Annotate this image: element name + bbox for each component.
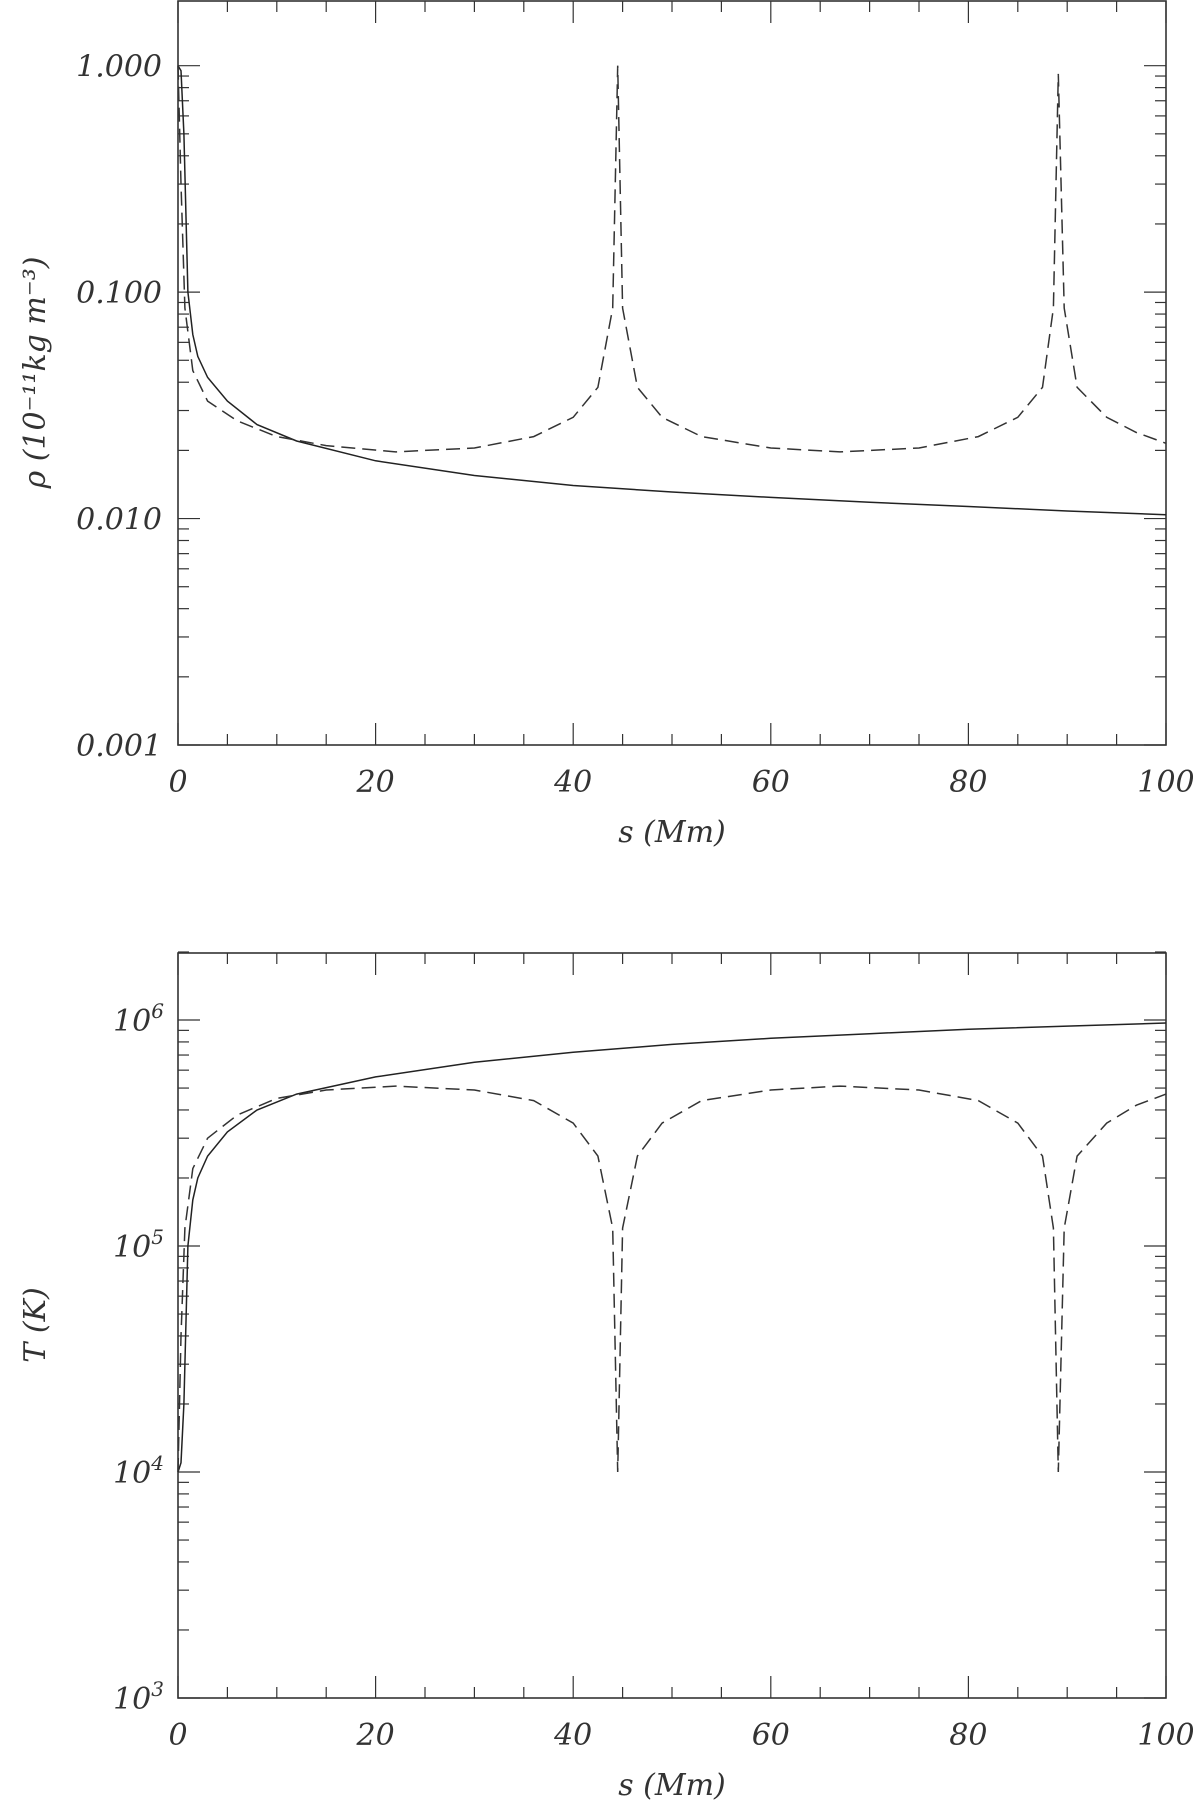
y-axis-label: T (K): [18, 1287, 53, 1362]
x-axis-label: s (Mm): [618, 815, 726, 850]
x-tick-label: 80: [949, 765, 987, 800]
y-tick-label: 106: [113, 999, 164, 1039]
y-tick-base: 10: [113, 1230, 151, 1265]
plot-frame: [177, 0, 1167, 746]
y-tick-base: 0.010: [76, 503, 162, 538]
y-tick-label: 104: [113, 1451, 164, 1491]
y-tick-base: 1.000: [76, 50, 162, 85]
x-tick-label: 60: [752, 765, 790, 800]
density-panel: 0 20 40 60 80 100 0.001 0.010 0.100 1.000 s (Mm) ρ …: [18, 0, 1195, 850]
y-tick-exponent: 4: [150, 1451, 164, 1475]
x-tick-label: 60: [752, 1718, 790, 1753]
x-tick-label: 100: [1137, 1718, 1194, 1753]
x-tick-label: 80: [949, 1718, 987, 1753]
plot-frame: [177, 952, 1167, 1699]
y-axis-label: ρ (10⁻¹¹kg m⁻³): [18, 257, 53, 490]
x-tick-label: 20: [356, 1718, 395, 1753]
x-tick-label: 40: [553, 1718, 592, 1753]
y-tick-exponent: 5: [151, 1225, 164, 1249]
y-tick-base: 10: [113, 1682, 151, 1717]
y-tick-label: 1.000: [76, 50, 162, 85]
y-tick-exponent: 3: [151, 1677, 164, 1701]
x-tick-label: 100: [1137, 765, 1194, 800]
y-tick-base: 0.001: [76, 729, 162, 764]
x-tick-label: 20: [356, 765, 395, 800]
y-tick-base: 10: [113, 1456, 151, 1491]
x-axis-label: s (Mm): [618, 1768, 726, 1802]
x-tick-label: 0: [168, 765, 187, 800]
y-tick-label: 0.100: [76, 276, 162, 311]
y-tick-exponent: 6: [151, 999, 164, 1023]
y-tick-base: 10: [113, 1004, 151, 1039]
y-tick-label: 105: [113, 1225, 164, 1265]
series-line-dashed: [177, 65, 1167, 453]
series-line-solid: [177, 65, 1167, 516]
y-tick-label: 0.001: [76, 729, 162, 764]
y-tick-label: 103: [113, 1677, 164, 1717]
x-tick-label: 0: [168, 1718, 187, 1753]
y-tick-base: 0.100: [76, 276, 162, 311]
series-line-solid: [177, 1022, 1167, 1473]
x-tick-label: 40: [553, 765, 592, 800]
series-line-dashed: [177, 1085, 1167, 1473]
y-tick-label: 0.010: [76, 503, 162, 538]
